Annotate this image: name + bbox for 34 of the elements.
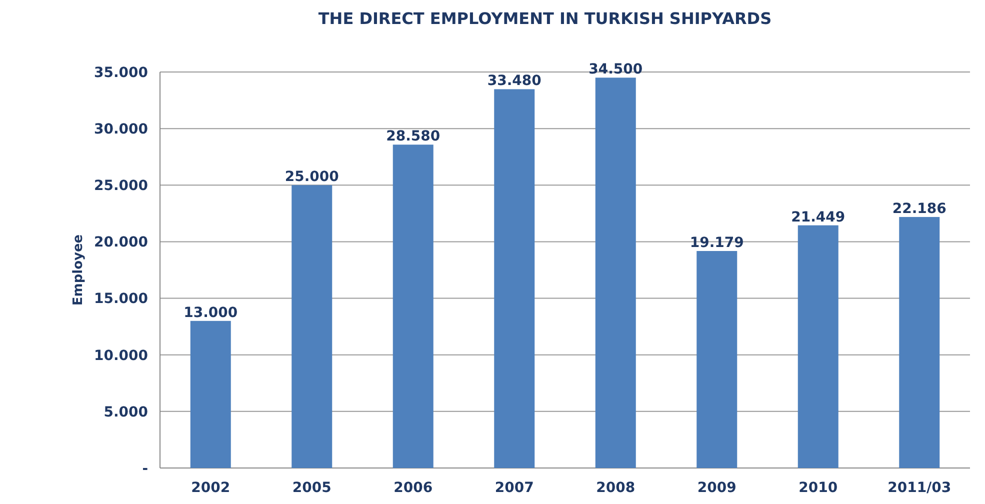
bar xyxy=(899,216,940,468)
bar xyxy=(190,320,231,468)
y-tick-label: - xyxy=(142,460,148,477)
bar xyxy=(595,78,636,468)
y-tick-label: 35.000 xyxy=(94,64,148,81)
bar xyxy=(798,225,838,468)
y-axis-title: Employee xyxy=(71,234,86,306)
bar xyxy=(392,144,434,468)
data-label: 34.500 xyxy=(588,62,643,78)
x-tick-label: 2006 xyxy=(394,480,433,496)
data-label: 33.480 xyxy=(487,73,542,90)
x-tick-label: 2010 xyxy=(798,480,838,496)
data-label: 28.580 xyxy=(386,128,440,145)
y-tick-label: 25.000 xyxy=(94,178,148,194)
y-tick-label: 20.000 xyxy=(94,234,148,251)
chart-title: THE DIRECT EMPLOYMENT IN TURKISH SHIPYARDS xyxy=(318,9,772,28)
bar xyxy=(696,251,738,468)
y-tick-label: 30.000 xyxy=(94,121,148,138)
x-tick-label: 2002 xyxy=(191,480,230,496)
data-label: 21.449 xyxy=(791,209,846,226)
bar xyxy=(494,89,535,468)
bar xyxy=(292,185,332,468)
y-tick-label: 5.000 xyxy=(104,404,148,420)
y-tick-label: 10.000 xyxy=(94,348,148,364)
x-tick-label: 2009 xyxy=(697,480,736,496)
x-tick-label: 2005 xyxy=(292,480,332,496)
data-label: 19.179 xyxy=(690,235,744,252)
x-tick-label: 2008 xyxy=(596,480,636,496)
y-tick-label: 15.000 xyxy=(94,291,148,308)
data-label: 22.186 xyxy=(892,200,946,217)
data-label: 25.000 xyxy=(284,169,340,186)
x-tick-label: 2011/03 xyxy=(888,480,952,496)
x-tick-label: 2007 xyxy=(494,480,534,496)
data-label: 13.000 xyxy=(184,304,238,321)
